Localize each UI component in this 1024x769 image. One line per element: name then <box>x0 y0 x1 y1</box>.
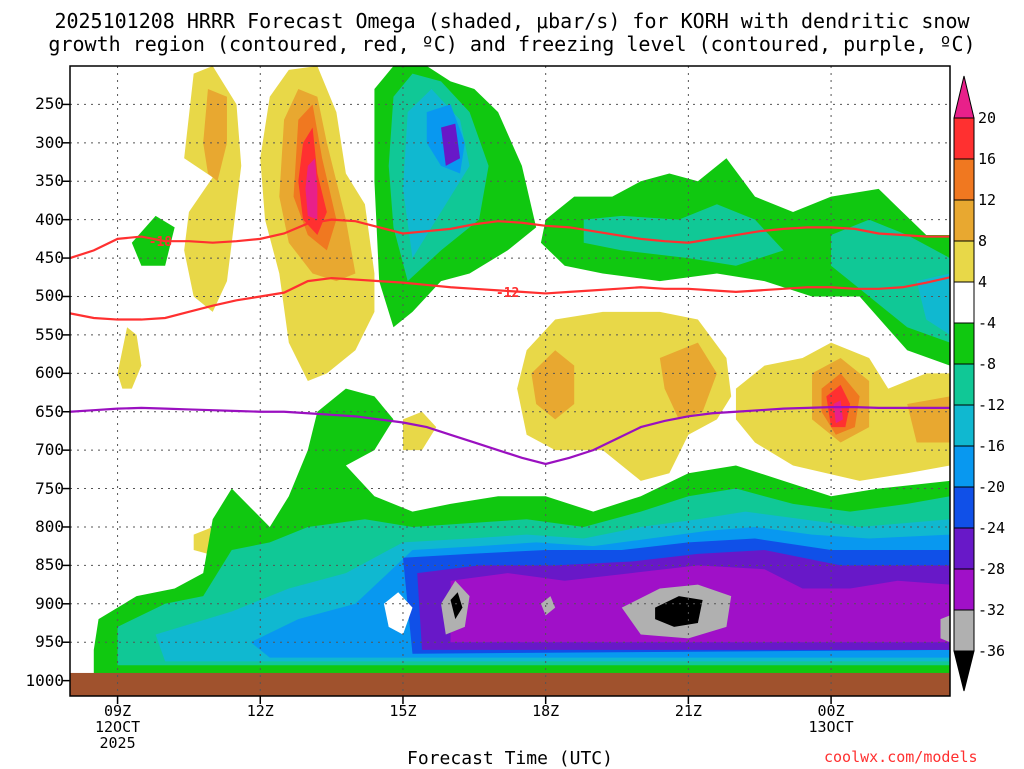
ytick-label-450: 450 <box>35 248 64 268</box>
xtick-label-group-12Z: 12Z <box>220 703 300 719</box>
xtick-label-group-18Z: 18Z <box>506 703 586 719</box>
contour-label-0: -18 <box>149 235 173 250</box>
ytick-label-500: 500 <box>35 286 64 306</box>
colorbar-swatch-1 <box>953 117 975 160</box>
colorbar-label-3: 8 <box>978 232 988 250</box>
colorbar-swatch-5 <box>953 281 975 324</box>
xtick-label-group-21Z: 21Z <box>648 703 728 719</box>
xtick-label-09Z-1: 12OCT <box>94 718 141 736</box>
omega-region-16 <box>831 219 950 343</box>
colorbar-swatch-10 <box>953 486 975 529</box>
ytick-label-750: 750 <box>35 478 64 498</box>
omega-hole-0 <box>383 592 413 635</box>
omega-shading <box>70 66 950 696</box>
ytick-label-600: 600 <box>35 363 64 383</box>
colorbar-cap-bottom <box>953 650 975 692</box>
xtick-label-09Z-2: 2025 <box>99 734 136 752</box>
colorbar-swatch-9 <box>953 445 975 488</box>
omega-region-8 <box>131 215 175 266</box>
omega-region-13 <box>441 123 461 166</box>
omega-region-15 <box>583 204 784 266</box>
gridlines <box>70 66 950 696</box>
colorbar-label-0: 20 <box>978 109 997 127</box>
colorbar-label-4: 4 <box>978 273 988 291</box>
chart-title-line1: 2025101208 HRRR Forecast Omega (shaded, … <box>54 9 970 33</box>
colorbar-cap-top <box>953 75 975 119</box>
colorbar-label-7: -12 <box>978 396 1006 414</box>
colorbar-swatch-4 <box>953 240 975 283</box>
contour-0 <box>70 218 950 260</box>
omega-region-41 <box>940 615 950 643</box>
ground-band <box>70 672 950 696</box>
xtick-label-00Z-0: 00Z <box>817 702 845 720</box>
xtick-label-group-00Z: 00Z 13OCT <box>791 703 871 735</box>
omega-region-38 <box>540 596 556 616</box>
ytick-label-850: 850 <box>35 555 64 575</box>
xtick-label-group-09Z: 09Z 12OCT 2025 <box>78 703 158 751</box>
colorbar-label-10: -24 <box>978 519 1006 537</box>
omega-region-1 <box>203 89 227 182</box>
contour-label-1: -12 <box>496 286 519 301</box>
omega-region-40 <box>450 592 463 620</box>
colorbar-label-2: 12 <box>978 191 997 209</box>
ytick-label-550: 550 <box>35 324 64 344</box>
ytick-label-800: 800 <box>35 516 64 536</box>
omega-region-7 <box>117 327 142 389</box>
xtick-label-12Z-0: 12Z <box>246 702 274 720</box>
colorbar-swatch-13 <box>953 609 975 652</box>
colorbar-label-9: -20 <box>978 478 1006 496</box>
omega-region-6 <box>305 158 318 220</box>
ytick-label-250: 250 <box>35 94 64 114</box>
colorbar-label-12: -32 <box>978 601 1006 619</box>
plot-frame <box>69 65 951 697</box>
contour-1 <box>70 276 950 321</box>
contour-lines: -18 -12 <box>70 218 950 466</box>
ytick-label-900: 900 <box>35 593 64 613</box>
omega-region-25 <box>833 400 843 424</box>
omega-region-17 <box>916 273 950 335</box>
colorbar <box>953 75 975 692</box>
colorbar-swatch-6 <box>953 322 975 365</box>
x-axis-title: Forecast Time (UTC) <box>407 748 613 769</box>
omega-region-19 <box>531 350 575 420</box>
chart-title-line2: growth region (contoured, red, ºC) and f… <box>48 32 976 56</box>
ytick-label-300: 300 <box>35 132 64 152</box>
colorbar-swatch-8 <box>953 404 975 447</box>
contour-2 <box>70 406 950 466</box>
colorbar-label-11: -28 <box>978 560 1006 578</box>
colorbar-swatch-3 <box>953 199 975 242</box>
ytick-label-700: 700 <box>35 440 64 460</box>
xtick-label-18Z-0: 18Z <box>532 702 560 720</box>
colorbar-swatch-12 <box>953 568 975 611</box>
xtick-label-group-15Z: 15Z <box>363 703 443 719</box>
colorbar-swatch-7 <box>953 363 975 406</box>
source-credit[interactable]: coolwx.com/models <box>824 748 978 766</box>
axis-ticks <box>62 103 832 704</box>
colorbar-swatch-11 <box>953 527 975 570</box>
xtick-label-09Z-0: 09Z <box>104 702 132 720</box>
colorbar-label-5: -4 <box>978 314 997 332</box>
xtick-label-21Z-0: 21Z <box>674 702 702 720</box>
colorbar-label-1: 16 <box>978 150 997 168</box>
colorbar-label-6: -8 <box>978 355 997 373</box>
ytick-label-350: 350 <box>35 171 64 191</box>
colorbar-label-13: -36 <box>978 642 1006 660</box>
xtick-label-15Z-0: 15Z <box>389 702 417 720</box>
colorbar-label-8: -16 <box>978 437 1006 455</box>
omega-region-27 <box>402 411 437 451</box>
colorbar-swatch-2 <box>953 158 975 201</box>
ytick-label-650: 650 <box>35 401 64 421</box>
ytick-label-950: 950 <box>35 632 64 652</box>
ytick-label-400: 400 <box>35 209 64 229</box>
ytick-label-1000: 1000 <box>25 670 64 690</box>
xtick-label-00Z-1: 13OCT <box>808 718 854 736</box>
